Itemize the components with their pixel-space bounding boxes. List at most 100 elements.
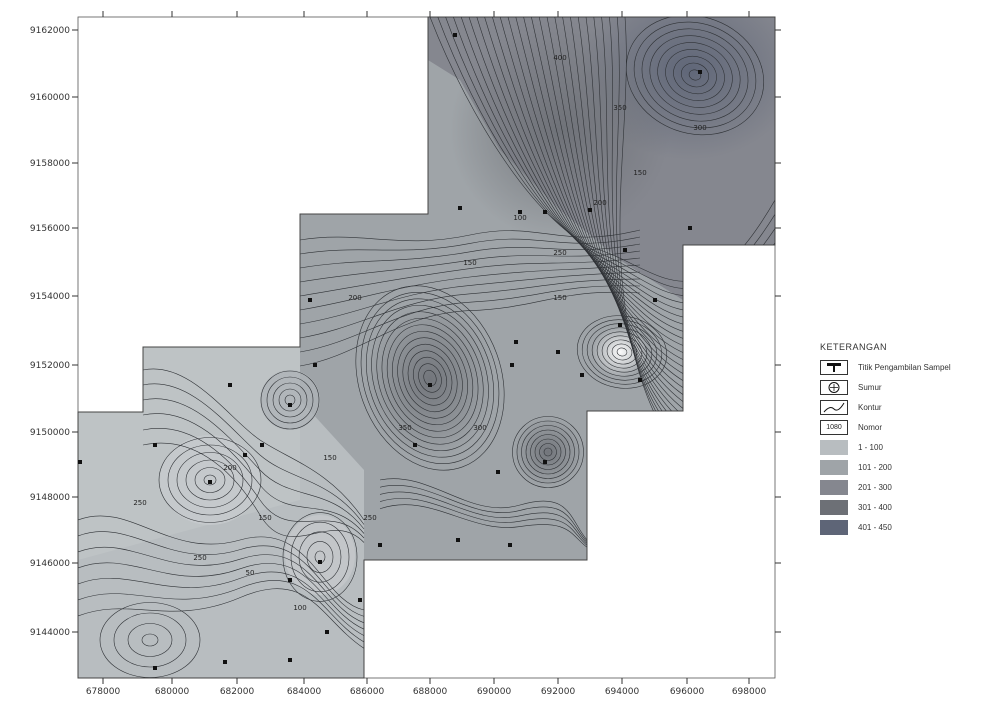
legend-label: Titik Pengambilan Sampel [858,362,951,372]
sample-point-marker [623,248,627,252]
sample-point-marker [378,543,382,547]
contour-ring [673,55,717,95]
x-tick-label: 692000 [541,687,576,697]
contour-label: 50 [246,569,255,577]
contour-ring [298,531,342,583]
contour-ring [113,612,187,668]
contour-line [78,547,365,624]
sample-point-marker [243,453,247,457]
number-box-icon: 1080 [820,419,848,435]
contour-ring [407,350,453,406]
contour-ring [272,382,308,418]
legend-item-class-1: 1 - 100 [820,438,1005,456]
contour-label: 350 [613,104,626,112]
sample-point-marker [358,598,362,602]
legend-item-class-5: 401 - 450 [820,518,1005,536]
sample-point-marker [308,298,312,302]
legend-title: KETERANGAN [820,342,888,352]
x-tick-label: 696000 [670,687,705,697]
contour-ring [665,49,725,101]
sample-point-marker [508,543,512,547]
sample-point-marker [288,578,292,582]
y-tick-label: 9146000 [30,559,70,569]
contour-label: 200 [223,464,236,472]
contour-ring [376,311,484,445]
y-tick-label: 9150000 [30,428,70,438]
contour-line [299,257,641,297]
contour-ring [633,21,757,129]
contour-label: 300 [693,124,706,132]
contour-label: 400 [553,54,566,62]
sample-point-marker [543,460,547,464]
contour-line [299,229,641,242]
sample-point-marker [260,443,264,447]
contour-ring [371,304,489,452]
contour-ring [158,437,262,523]
sample-point-marker [313,363,317,367]
contour-line [142,368,365,521]
contour-label: 300 [473,424,486,432]
sample-point-marker [514,340,518,344]
x-tick-label: 682000 [220,687,255,697]
contour-line [78,580,365,643]
contour-ring [576,315,668,389]
sample-point-marker [556,350,560,354]
contour-line [78,515,365,611]
x-tick-label: 686000 [350,687,385,697]
contour-ring [176,452,244,508]
sample-point-marker [413,443,417,447]
contour-ring [203,474,217,486]
y-tick-label: 9148000 [30,493,70,503]
contour-line [142,428,365,539]
contour-ring [530,434,566,470]
contour-ring [290,521,350,593]
sample-point-marker [496,470,500,474]
contour-ring [141,633,159,647]
sample-point-marker [653,298,657,302]
contour-line [78,562,365,630]
contour-ring [127,623,173,657]
contour-label: 200 [348,294,361,302]
legend-item-class-3: 201 - 300 [820,478,1005,496]
legend-item-well: Sumur [820,378,1005,396]
contour-line [299,285,641,353]
well-icon [820,379,848,395]
study-area-outline [77,16,776,679]
sample-point-marker [453,33,457,37]
contour-line [78,531,365,617]
legend-label: Kontur [858,402,882,412]
x-tick-label: 698000 [732,687,767,697]
contour-ring [625,17,765,136]
contour-ring [167,444,253,516]
contour-ring [512,416,584,488]
legend-item-number: 1080 Nomor [820,418,1005,436]
contour-line-icon [820,399,848,415]
sample-point-marker [638,378,642,382]
contour-label: 150 [323,454,336,462]
sample-point-marker [78,460,82,464]
x-tick-label: 680000 [155,687,190,697]
sample-point-marker [688,226,692,230]
contour-line [299,243,641,269]
contour-line [142,413,365,534]
contour-ring [402,343,458,413]
class-4-swatch [820,499,848,515]
contour-ring [611,343,633,361]
contour-ring [386,324,474,432]
sample-point-icon [820,359,848,375]
contour-label: 150 [258,514,271,522]
contour-label: 150 [633,169,646,177]
sample-point-marker [698,70,702,74]
contour-label: 350 [398,424,411,432]
y-tick-label: 9144000 [30,628,70,638]
contour-ring [606,339,638,365]
contour-ring [306,541,334,573]
contour-line [142,442,365,543]
sample-point-marker [153,666,157,670]
y-tick-label: 9154000 [30,292,70,302]
contour-ring [688,69,702,81]
legend-label: 101 - 200 [858,462,892,472]
contour-ring [412,356,448,400]
contour-ring [397,337,463,419]
contour-label: 150 [463,259,476,267]
